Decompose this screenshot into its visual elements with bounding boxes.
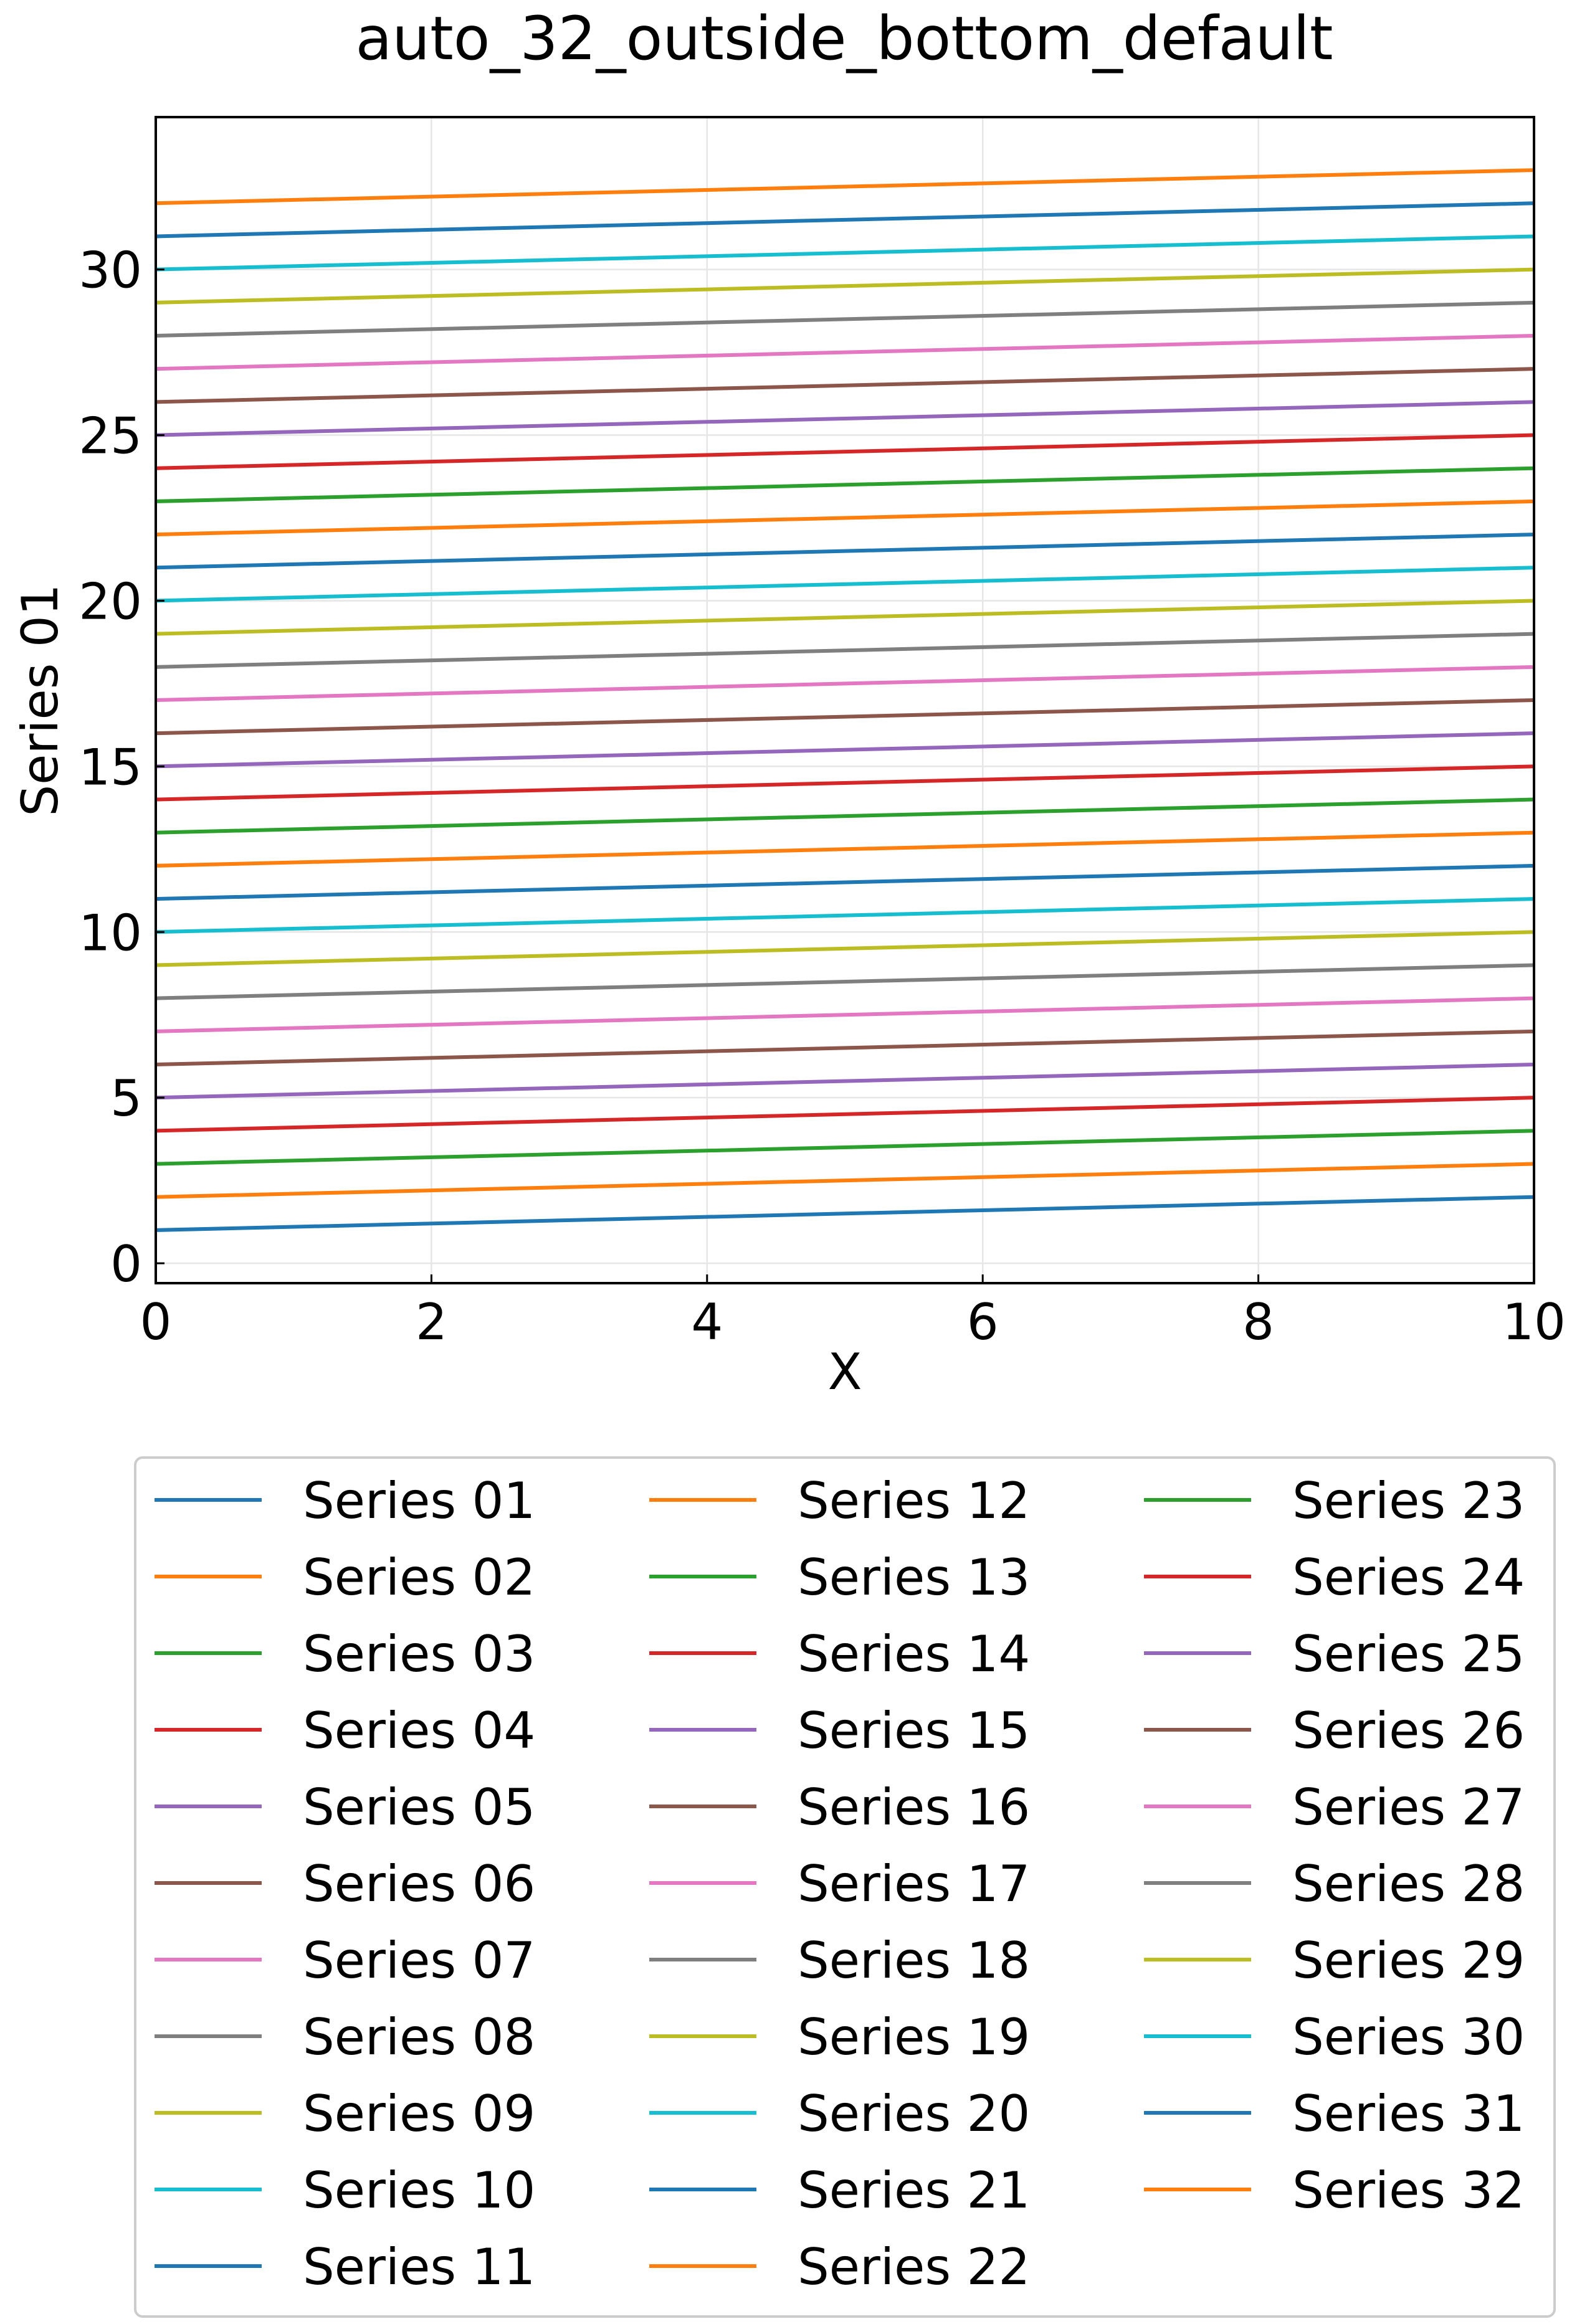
legend-label: Series 17: [798, 1855, 1030, 1913]
series-line: [155, 201, 1535, 239]
legend-label: Series 19: [798, 2008, 1030, 2066]
legend-label: Series 04: [303, 1702, 535, 1760]
series-line: [155, 764, 1535, 802]
legend-label: Series 14: [798, 1625, 1030, 1683]
legend-label: Series 02: [303, 1549, 535, 1606]
series-line: [155, 830, 1535, 868]
series-line: [155, 433, 1535, 470]
legend-label: Series 28: [1292, 1855, 1525, 1913]
x-tick-label: 2: [416, 1293, 447, 1351]
series-line: [155, 665, 1535, 702]
series-line: [155, 367, 1535, 404]
legend-label: Series 22: [798, 2238, 1030, 2296]
x-tick-label: 0: [140, 1293, 172, 1351]
series-line: [155, 897, 1535, 934]
legend-label: Series 11: [303, 2238, 535, 2296]
series-line: [155, 930, 1535, 967]
series-line: [155, 267, 1535, 305]
series-line: [155, 863, 1535, 901]
legend-label: Series 20: [798, 2085, 1030, 2143]
x-tick-label: 8: [1242, 1293, 1274, 1351]
y-tick-label: 30: [79, 242, 142, 300]
series-line: [155, 400, 1535, 437]
series-line: [155, 334, 1535, 371]
series-line: [155, 599, 1535, 636]
legend-label: Series 08: [303, 2008, 535, 2066]
legend-label: Series 31: [1292, 2085, 1525, 2143]
series-line: [155, 996, 1535, 1033]
legend-frame: [134, 1456, 1556, 2318]
series-line: [155, 797, 1535, 835]
legend-label: Series 18: [798, 1932, 1030, 1990]
legend-label: Series 15: [798, 1702, 1030, 1760]
series-line: [155, 1063, 1535, 1100]
y-tick-label: 15: [79, 738, 142, 796]
series-line: [155, 533, 1535, 570]
legend-label: Series 12: [798, 1472, 1030, 1530]
x-axis-label: X: [828, 1343, 862, 1401]
legend-label: Series 24: [1292, 1549, 1525, 1606]
legend-label: Series 23: [1292, 1472, 1525, 1530]
series-line: [155, 1129, 1535, 1166]
legend-label: Series 06: [303, 1855, 535, 1913]
plot-area-frame: [155, 116, 1535, 1284]
legend-label: Series 13: [798, 1549, 1030, 1606]
x-tick-label: 6: [967, 1293, 999, 1351]
legend-label: Series 25: [1292, 1625, 1525, 1683]
legend-label: Series 16: [798, 1778, 1030, 1836]
grid: [155, 117, 1535, 1283]
series-line: [155, 963, 1535, 1000]
series-line: [155, 1096, 1535, 1133]
legend-label: Series 32: [1292, 2161, 1525, 2219]
series-line: [155, 731, 1535, 769]
y-axis-label: Series 01: [11, 584, 69, 816]
series-line: [155, 300, 1535, 338]
legend-label: Series 21: [798, 2161, 1030, 2219]
y-tick-label: 5: [110, 1070, 142, 1127]
legend-label: Series 27: [1292, 1778, 1525, 1836]
legend-label: Series 29: [1292, 1932, 1525, 1990]
axis-ticks: 0 2 4 6 8 10 0 5 10 15 20 25 30: [79, 242, 1566, 1351]
series-line: [155, 168, 1535, 206]
legend-label: Series 01: [303, 1472, 535, 1530]
legend-label: Series 09: [303, 2085, 535, 2143]
x-tick-label: 10: [1502, 1293, 1566, 1351]
series-line: [155, 698, 1535, 736]
series-line: [155, 234, 1535, 272]
series-line: [155, 1162, 1535, 1199]
series-lines: [155, 168, 1535, 1232]
legend: Series 01 Series 02 Series 03 Series 04 Seri…: [155, 1472, 1525, 2296]
y-tick-label: 0: [110, 1235, 142, 1293]
chart-title: auto_32_outside_bottom_default: [355, 4, 1333, 74]
legend-label: Series 03: [303, 1625, 535, 1683]
series-line: [155, 1195, 1535, 1232]
series-line: [155, 466, 1535, 503]
x-tick-label: 4: [691, 1293, 723, 1351]
legend-label: Series 05: [303, 1778, 535, 1836]
y-tick-label: 25: [79, 407, 142, 465]
series-line: [155, 566, 1535, 603]
y-tick-label: 20: [79, 572, 142, 630]
series-line: [155, 1029, 1535, 1066]
legend-label: Series 07: [303, 1932, 535, 1990]
legend-label: Series 30: [1292, 2008, 1525, 2066]
y-tick-label: 10: [79, 904, 142, 962]
series-line: [155, 499, 1535, 537]
series-line: [155, 632, 1535, 669]
legend-label: Series 10: [303, 2161, 535, 2219]
legend-label: Series 26: [1292, 1702, 1525, 1760]
